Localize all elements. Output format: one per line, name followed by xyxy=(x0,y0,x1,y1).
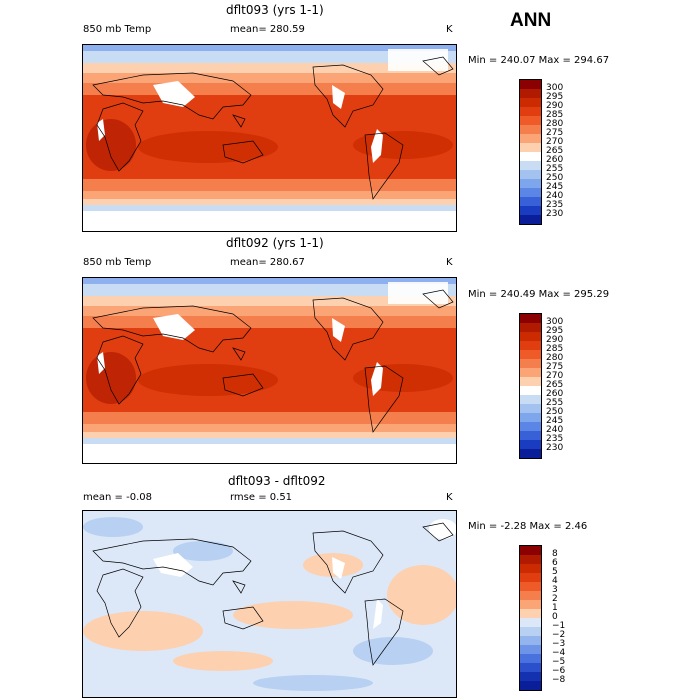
panel-3-minmax: Min = -2.28 Max = 2.46 xyxy=(468,521,588,532)
colorbar-tick-label: 265 xyxy=(546,146,564,156)
colorbar-tick-label: 250 xyxy=(546,407,564,417)
colorbar-tick-label: 240 xyxy=(546,425,564,435)
panel-2-colorbar xyxy=(519,313,542,459)
colorbar-tick-label: 255 xyxy=(546,164,564,174)
panel-3-title: dflt093 - dflt092 xyxy=(228,474,326,488)
panel-1-minmax: Min = 240.07 Max = 294.67 xyxy=(468,55,610,66)
panel-2-title: dflt092 (yrs 1-1) xyxy=(226,236,324,250)
colorbar-tick-label: 5 xyxy=(552,567,558,577)
panel-3-map xyxy=(82,510,457,698)
panel-3-units: K xyxy=(446,492,453,503)
colorbar-tick-label: 1 xyxy=(552,603,558,613)
colorbar-tick-label: 295 xyxy=(546,92,564,102)
colorbar-tick-label: 230 xyxy=(546,443,564,453)
panel-1-units: K xyxy=(446,24,453,35)
panel-1-mean: mean= 280.59 xyxy=(230,24,305,35)
colorbar-tick-label: −1 xyxy=(552,621,566,631)
panel-1-variable-label: 850 mb Temp xyxy=(83,24,152,35)
colorbar-tick-label: 285 xyxy=(546,110,564,120)
colorbar-tick-label: 265 xyxy=(546,380,564,390)
panel-3-colorbar xyxy=(519,545,542,691)
colorbar-tick-label: 3 xyxy=(552,585,558,595)
colorbar-tick-label: −8 xyxy=(552,675,566,685)
panel-2-units: K xyxy=(446,257,453,268)
colorbar-tick-label: 280 xyxy=(546,119,564,129)
panel-3-mean: mean = -0.08 xyxy=(83,492,152,503)
colorbar-tick-label: 295 xyxy=(546,326,564,336)
colorbar-tick-label: 4 xyxy=(552,576,558,586)
colorbar-tick-label: 8 xyxy=(552,549,558,559)
colorbar-tick-label: 290 xyxy=(546,101,564,111)
panel-1-colorbar xyxy=(519,79,542,225)
colorbar-tick-label: 270 xyxy=(546,371,564,381)
colorbar-tick-label: 0 xyxy=(552,612,558,622)
panel-2-map xyxy=(82,277,457,464)
colorbar-tick-label: 6 xyxy=(552,558,558,568)
colorbar-tick-label: −6 xyxy=(552,666,566,676)
colorbar-tick-label: 300 xyxy=(546,317,564,327)
colorbar-tick-label: −4 xyxy=(552,648,566,658)
colorbar-tick-label: −2 xyxy=(552,630,566,640)
colorbar-tick-label: 2 xyxy=(552,594,558,604)
colorbar-tick-label: 285 xyxy=(546,344,564,354)
panel-2-mean: mean= 280.67 xyxy=(230,257,305,268)
colorbar-tick-label: 245 xyxy=(546,416,564,426)
colorbar-tick-label: 250 xyxy=(546,173,564,183)
panel-2-minmax: Min = 240.49 Max = 295.29 xyxy=(468,289,610,300)
colorbar-tick-label: 240 xyxy=(546,191,564,201)
colorbar-tick-label: 230 xyxy=(546,209,564,219)
colorbar-tick-label: 235 xyxy=(546,434,564,444)
colorbar-tick-label: 260 xyxy=(546,389,564,399)
panel-1-map xyxy=(82,44,457,232)
colorbar-tick-label: 270 xyxy=(546,137,564,147)
colorbar-tick-label: 245 xyxy=(546,182,564,192)
colorbar-tick-label: 275 xyxy=(546,362,564,372)
panel-1-title: dflt093 (yrs 1-1) xyxy=(226,3,324,17)
colorbar-tick-label: 275 xyxy=(546,128,564,138)
season-label: ANN xyxy=(510,10,552,31)
colorbar-tick-label: −3 xyxy=(552,639,566,649)
colorbar-tick-label: 300 xyxy=(546,83,564,93)
colorbar-tick-label: 235 xyxy=(546,200,564,210)
colorbar-tick-label: 290 xyxy=(546,335,564,345)
panel-2-variable-label: 850 mb Temp xyxy=(83,257,152,268)
colorbar-tick-label: 255 xyxy=(546,398,564,408)
colorbar-tick-label: 260 xyxy=(546,155,564,165)
panel-3-rmse: rmse = 0.51 xyxy=(230,492,293,503)
colorbar-tick-label: −5 xyxy=(552,657,566,667)
colorbar-tick-label: 280 xyxy=(546,353,564,363)
